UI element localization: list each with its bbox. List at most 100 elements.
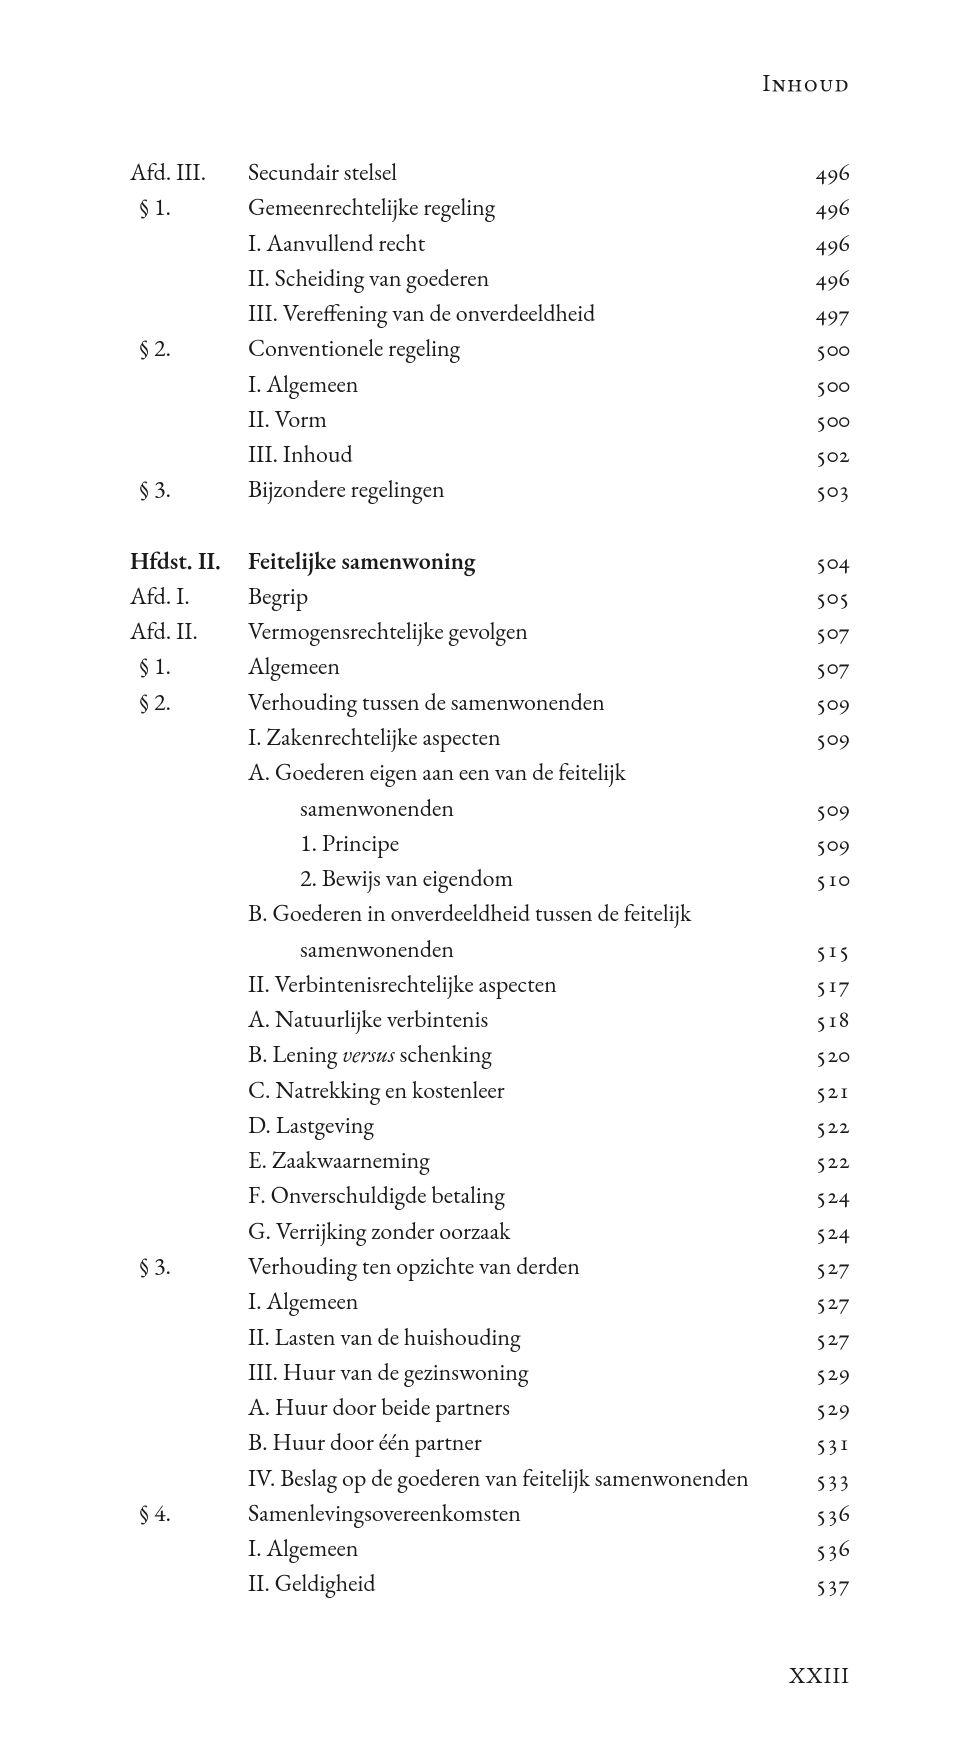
toc-row: II. Geldigheid537 (130, 1566, 850, 1601)
toc-page-number: 496 (790, 226, 850, 261)
toc-row: § 2.Verhouding tussen de samenwonenden50… (130, 685, 850, 720)
toc-title: Verhouding ten opzichte van derden (248, 1249, 790, 1284)
toc-row: Afd. I.Begrip505 (130, 579, 850, 614)
toc-label: § 4. (130, 1496, 248, 1531)
toc-page-number: 536 (790, 1496, 850, 1531)
toc-row: I. Zakenrechtelijke aspecten509 (130, 720, 850, 755)
toc-title: D. Lastgeving (248, 1108, 790, 1143)
toc-page-number: 537 (790, 1566, 850, 1601)
section-gap (130, 508, 850, 544)
toc-title: 1. Principe (248, 826, 790, 861)
toc-row: Afd. II.Vermogensrechtelijke gevolgen507 (130, 614, 850, 649)
toc-row: B. Lening versus schenking520 (130, 1037, 850, 1072)
toc-title: II. Scheiding van goederen (248, 261, 790, 296)
toc-page-number: 509 (790, 791, 850, 826)
toc-title: samenwonenden (248, 932, 790, 967)
toc-row: § 3.Verhouding ten opzichte van derden52… (130, 1249, 850, 1284)
toc-page-number: 520 (790, 1037, 850, 1072)
toc-title: IV. Beslag op de goederen van feitelijk … (248, 1461, 790, 1496)
toc-title: II. Verbintenisrechtelijke aspecten (248, 967, 790, 1002)
toc-page-number: 522 (790, 1143, 850, 1178)
toc-row: IV. Beslag op de goederen van feitelijk … (130, 1461, 850, 1496)
toc-row: III. Vereffening van de onverdeeldheid49… (130, 296, 850, 331)
toc-title: I. Algemeen (248, 1531, 790, 1566)
toc-row: 1. Principe509 (130, 826, 850, 861)
toc-title: II. Geldigheid (248, 1566, 790, 1601)
toc-title: I. Aanvullend recht (248, 226, 790, 261)
toc-title: Bijzondere regelingen (248, 472, 790, 507)
toc-title: C. Natrekking en kostenleer (248, 1073, 790, 1108)
toc-row: F. Onverschuldigde betaling524 (130, 1178, 850, 1213)
toc-page-number: 507 (790, 614, 850, 649)
toc-page-number: 496 (790, 155, 850, 190)
toc-page-number: 500 (790, 367, 850, 402)
toc-label: § 2. (130, 331, 248, 366)
toc-page-number: 529 (790, 1390, 850, 1425)
toc-label: Afd. III. (130, 155, 248, 190)
toc-page-number: 509 (790, 720, 850, 755)
toc-label: § 3. (130, 472, 248, 507)
toc-row: 2. Bewijs van eigendom510 (130, 861, 850, 896)
toc-row: I. Algemeen500 (130, 367, 850, 402)
toc-title: II. Vorm (248, 402, 790, 437)
toc-row: II. Vorm500 (130, 402, 850, 437)
toc-page-number: 522 (790, 1108, 850, 1143)
toc-title: III. Vereffening van de onverdeeldheid (248, 296, 790, 331)
toc-title: A. Goederen eigen aan een van de feiteli… (248, 755, 790, 790)
toc-row: II. Verbintenisrechtelijke aspecten517 (130, 967, 850, 1002)
toc-page-number: 527 (790, 1284, 850, 1319)
toc-row: A. Goederen eigen aan een van de feiteli… (130, 755, 850, 790)
toc-title: 2. Bewijs van eigendom (248, 861, 790, 896)
toc-page-number: 527 (790, 1249, 850, 1284)
toc-page-number: 496 (790, 261, 850, 296)
toc-page-number: 524 (790, 1178, 850, 1213)
toc-title: samenwonenden (248, 791, 790, 826)
toc-page-number: 518 (790, 1002, 850, 1037)
toc-title: B. Lening versus schenking (248, 1037, 790, 1072)
toc-row: samenwonenden515 (130, 932, 850, 967)
toc-label: Hfdst. II. (130, 544, 248, 579)
toc-label: § 2. (130, 685, 248, 720)
toc-page-number: 496 (790, 190, 850, 225)
toc-row: III. Huur van de gezinswoning529 (130, 1355, 850, 1390)
toc-row: B. Goederen in onverdeeldheid tussen de … (130, 896, 850, 931)
toc-page-number: 500 (790, 331, 850, 366)
toc-row: A. Natuurlijke verbintenis518 (130, 1002, 850, 1037)
toc-row: samenwonenden509 (130, 791, 850, 826)
table-of-contents: Afd. III.Secundair stelsel496 § 1.Gemeen… (130, 155, 850, 1602)
toc-page-number: 533 (790, 1461, 850, 1496)
toc-page-number: 515 (790, 932, 850, 967)
toc-row: § 2.Conventionele regeling500 (130, 331, 850, 366)
toc-label: § 1. (130, 649, 248, 684)
toc-row: I. Algemeen527 (130, 1284, 850, 1319)
toc-title: II. Lasten van de huishouding (248, 1320, 790, 1355)
toc-page-number: 509 (790, 685, 850, 720)
toc-title: Secundair stelsel (248, 155, 790, 190)
toc-row: III. Inhoud502 (130, 437, 850, 472)
toc-title: A. Natuurlijke verbintenis (248, 1002, 790, 1037)
toc-row: E. Zaakwaarneming522 (130, 1143, 850, 1178)
toc-page-number: 507 (790, 649, 850, 684)
toc-page-number: 500 (790, 402, 850, 437)
toc-page-number: 497 (790, 296, 850, 331)
toc-title: I. Algemeen (248, 1284, 790, 1319)
toc-page-number: 504 (790, 544, 850, 579)
toc-row: Afd. III.Secundair stelsel496 (130, 155, 850, 190)
toc-page-number: 503 (790, 472, 850, 507)
toc-page-number: 505 (790, 579, 850, 614)
toc-row: C. Natrekking en kostenleer521 (130, 1073, 850, 1108)
toc-label: § 1. (130, 190, 248, 225)
toc-page-number: 536 (790, 1531, 850, 1566)
toc-row: II. Lasten van de huishouding527 (130, 1320, 850, 1355)
toc-title: Verhouding tussen de samenwonenden (248, 685, 790, 720)
toc-row: D. Lastgeving522 (130, 1108, 850, 1143)
toc-row: Hfdst. II.Feitelijke samenwoning504 (130, 544, 850, 579)
toc-title: B. Goederen in onverdeeldheid tussen de … (248, 896, 790, 931)
toc-title: Conventionele regeling (248, 331, 790, 366)
toc-page-number: 510 (790, 861, 850, 896)
toc-title: F. Onverschuldigde betaling (248, 1178, 790, 1213)
running-header: Inhoud (130, 68, 850, 99)
toc-row: II. Scheiding van goederen496 (130, 261, 850, 296)
page-footer: XXIII (789, 1660, 850, 1690)
toc-page-number: 524 (790, 1214, 850, 1249)
